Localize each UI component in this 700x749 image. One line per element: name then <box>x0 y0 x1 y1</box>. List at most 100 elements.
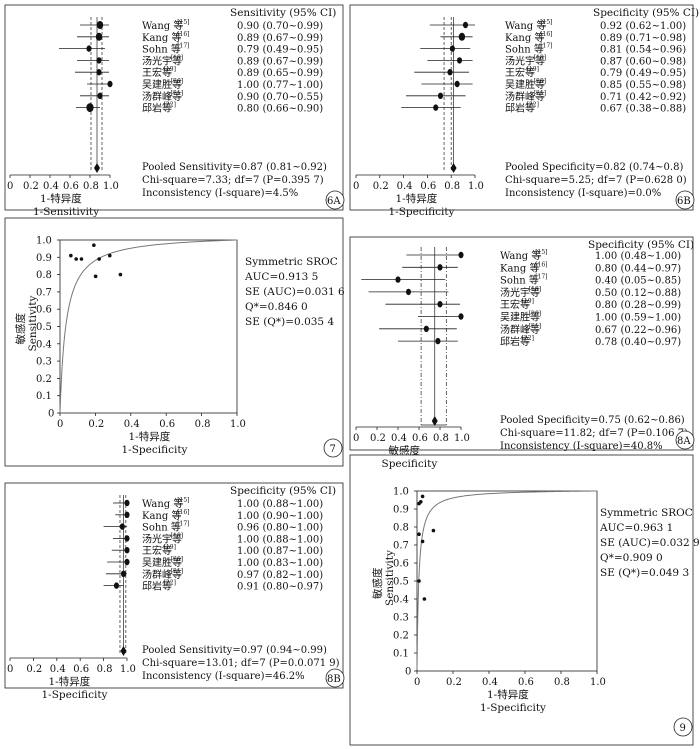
panel-9-point-1 <box>419 500 423 504</box>
panel-8B-tick-label: 0.2 <box>26 664 42 675</box>
panel-6B-study-value: 0.79 (0.49~0.95) <box>600 68 686 79</box>
panel-8B-study-value: 1.00 (0.88~1.00) <box>237 499 323 510</box>
panel-8B-study-value: 1.00 (0.83~1.00) <box>237 558 323 569</box>
panel-6A-study-value: 0.79 (0.49~0.95) <box>237 45 323 56</box>
panel-7-point-2 <box>79 257 84 261</box>
panel-9-y-tick-label: 0.1 <box>393 649 409 660</box>
panel-9-outer-frame <box>349 454 694 746</box>
panel-8B-study-ref: [15] <box>177 497 189 504</box>
panel-9-point-5 <box>431 528 436 533</box>
panel-8A-tick-label: 0.2 <box>370 433 386 444</box>
panel-8A-study-ref: [16] <box>535 261 547 268</box>
panel-8B-study-ref: [19] <box>164 544 176 551</box>
panel-7-y-tick-label: 0.1 <box>36 391 52 402</box>
panel-6B-study-value: 0.87 (0.60~0.98) <box>600 56 686 67</box>
panel-8A-study-name: 邱岩等 <box>500 335 530 348</box>
panel-6B-study-name: Sohn 等 <box>505 43 544 56</box>
panel-8A-xlabel-cn: 敏感度 <box>389 444 421 457</box>
panel-6A-study-value: 1.00 (0.77~1.00) <box>237 80 323 91</box>
panel-8A-point-3 <box>405 288 412 296</box>
panel-6B-point-4 <box>447 69 453 76</box>
panel-7-point-6 <box>93 274 98 279</box>
panel-8B-point-7 <box>113 582 120 589</box>
panel-6A-tick-label: 0.8 <box>83 181 99 192</box>
panel-6A-xlabel-en: 1-Sensitivity <box>33 206 99 218</box>
panel-6B-pooled-diamond <box>450 163 457 173</box>
panel-8A-point-0 <box>458 251 464 259</box>
panel-8A-point-7 <box>435 337 441 345</box>
panel-6A-study-ref: [15] <box>177 19 189 26</box>
panel-6B-tick-label: 1.0 <box>468 181 484 192</box>
panel-9-x-tick-label: 0.6 <box>518 677 534 688</box>
panel-8A-point-4 <box>437 301 443 308</box>
panel-6A-study-value: 0.90 (0.70~0.55) <box>237 92 323 103</box>
panel-9-point-3 <box>417 532 421 536</box>
panel-8A-study-name: 汤群峰等 <box>500 323 540 336</box>
panel-8A-study-ref: [20] <box>529 311 541 318</box>
panel-6B-study-ref: [21] <box>534 90 546 97</box>
panel-8B-study-value: 0.96 (0.80~1.00) <box>237 523 323 534</box>
panel-6B-point-1 <box>458 32 466 41</box>
panel-9-y-tick-label: 0.8 <box>393 523 409 534</box>
panel-6B-frame <box>349 4 694 211</box>
panel-8B-point-4 <box>124 547 130 554</box>
panel-8A-study-value: 0.50 (0.12~0.88) <box>595 288 681 299</box>
panel-6A-tick-label: 0.6 <box>63 181 79 192</box>
panel-8B-point-3 <box>124 535 130 542</box>
panel-8B-study-ref: [22] <box>164 580 176 587</box>
panel-8B-point-0 <box>124 499 130 507</box>
panel-8A-tick-label: 0.4 <box>391 433 407 444</box>
panel-8B-study-name: 吴建胜等 <box>142 556 182 569</box>
panel-6B-study-name: Kang 等 <box>505 31 544 44</box>
panel-9-point-4 <box>420 539 425 544</box>
panel-8B-stat-0: Pooled Sensitivity=0.97 (0.94~0.99) <box>142 645 327 656</box>
panel-8B-study-name: 王宏等 <box>142 544 172 557</box>
panel-8A-study-name: 王宏等 <box>500 298 530 311</box>
panel-7-point-7 <box>118 272 123 277</box>
panel-7-ylabel-en: Sensitivity <box>27 295 39 351</box>
panel-9-y-tick-label: 1.0 <box>393 487 409 498</box>
panel-6A-tick-label: 0 <box>7 181 13 192</box>
panel-6B-study-value: 0.85 (0.55~0.98) <box>600 80 686 91</box>
panel-8A-study-ref: [18] <box>529 286 541 293</box>
panel-9-x-tick-label: 0.2 <box>446 677 462 688</box>
panel-8B-number: 8B <box>327 674 341 685</box>
panel-6B-study-value: 0.71 (0.42~0.92) <box>600 92 686 103</box>
panel-8B-study-name: Kang 等 <box>142 509 181 522</box>
panel-6A-point-6 <box>97 92 103 100</box>
panel-6A-stat-0: Pooled Sensitivity=0.87 (0.81~0.92) <box>142 162 327 173</box>
panel-8B-study-ref: [17] <box>177 521 189 528</box>
panel-8B-point-5 <box>124 558 130 566</box>
panel-8A-study-ref: [17] <box>535 274 547 281</box>
panel-7-x-tick-label: 0.2 <box>88 419 104 430</box>
panel-7-point-3 <box>92 243 96 247</box>
panel-7-y-tick-label: 0.6 <box>36 305 52 316</box>
panel-6B-point-3 <box>456 57 463 64</box>
panel-9-stat-1: AUC=0.963 1 <box>599 522 673 534</box>
panel-8B-tick-label: 0 <box>7 664 13 675</box>
panel-6A-point-7 <box>86 103 94 113</box>
panel-8B-point-1 <box>124 511 130 518</box>
panel-6B-study-ref: [22] <box>527 102 539 109</box>
panel-8B-point-2 <box>119 523 125 530</box>
panel-6A-point-5 <box>107 80 113 88</box>
panel-6B-xlabel-en: 1-Specificity <box>389 206 455 218</box>
panel-8A-stat-0: Pooled Specificity=0.75 (0.62~0.86) <box>500 415 685 426</box>
panel-8B-study-value: 1.00 (0.88~1.00) <box>237 534 323 545</box>
panel-8A-study-value: 0.80 (0.28~0.99) <box>595 300 681 311</box>
panel-9-ylabel-en: Sensitivity <box>384 550 396 606</box>
panel-8B-study-name: 汤光宇等 <box>142 532 182 545</box>
panel-7-point-4 <box>97 257 101 261</box>
panel-6B-tick-label: 0.4 <box>397 181 413 192</box>
panel-8A-number: 8A <box>677 436 691 447</box>
panel-6B-study-ref: [16] <box>540 31 552 38</box>
panel-8A-study-name: 吴建胜等 <box>500 311 540 324</box>
panel-8B-header: Specificity (95% CI) <box>230 485 336 497</box>
panel-6A-point-2 <box>86 45 92 52</box>
panel-7-y-tick-label: 0.9 <box>36 253 52 264</box>
panel-9-xlabel-en: 1-Specificity <box>480 702 546 714</box>
panel-8B-frame <box>4 482 344 689</box>
panel-7-y-tick-label: 1.0 <box>36 236 52 247</box>
panel-6A-study-name: 汤光宇等 <box>142 54 182 67</box>
panel-8B-study-name: 邱岩等 <box>142 580 172 593</box>
